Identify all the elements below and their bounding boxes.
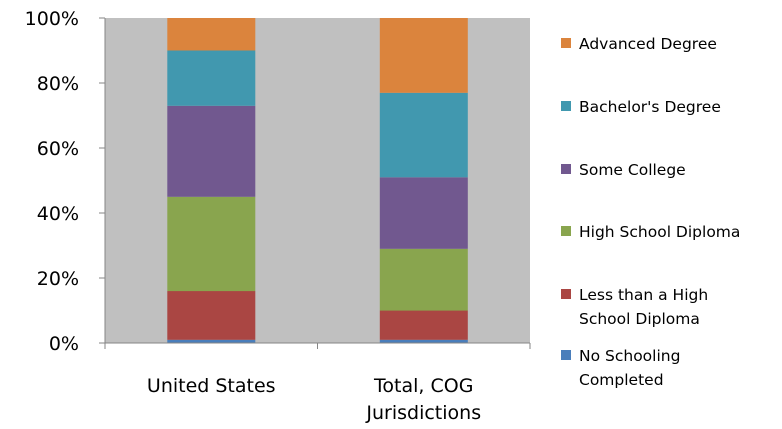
y-tick-label: 20%	[37, 268, 79, 290]
bars-group	[167, 18, 468, 344]
legend-swatch	[561, 101, 571, 111]
legend-swatch	[561, 350, 571, 360]
legend-item-no-schooling-completed: No Schooling Completed	[561, 347, 680, 389]
legend-swatch	[561, 164, 571, 174]
y-tick-labels: 0% 20% 40% 60% 80% 100%	[25, 8, 79, 355]
bar-segment-advanced-degree-1	[379, 18, 468, 93]
legend-item-bachelor-s-degree: Bachelor's Degree	[561, 98, 721, 116]
legend-label: Advanced Degree	[579, 35, 717, 53]
bar-segment-high-school-diploma-1	[379, 248, 468, 311]
legend-swatch	[561, 289, 571, 299]
bar-segment-some-college-0	[167, 105, 256, 197]
legend-label: High School Diploma	[579, 223, 740, 241]
legend-label: No Schooling Completed	[579, 347, 680, 389]
legend-label: Some College	[579, 161, 686, 179]
legend-swatch	[561, 226, 571, 236]
y-tick-label: 40%	[37, 203, 79, 225]
legend-label: Bachelor's Degree	[579, 98, 721, 116]
axes-group	[99, 17, 531, 349]
bar-segment-some-college-1	[379, 177, 468, 249]
bar-segment-less-than-a-high-school-diploma-1	[379, 310, 468, 340]
bar-segment-bachelor-s-degree-1	[379, 92, 468, 178]
legend-item-some-college: Some College	[561, 161, 686, 179]
x-category-label: Total, COG Jurisdictions	[365, 375, 481, 424]
bar-segment-no-schooling-completed-1	[379, 339, 468, 344]
y-tick-label: 100%	[25, 8, 79, 30]
y-tick-label: 60%	[37, 138, 79, 160]
y-tick-label: 0%	[49, 333, 79, 355]
legend: Advanced Degree Bachelor's Degree Some Col…	[561, 35, 740, 389]
legend-item-high-school-diploma: High School Diploma	[561, 223, 740, 241]
legend-swatch	[561, 38, 571, 48]
y-tick-label: 80%	[37, 73, 79, 95]
legend-item-advanced-degree: Advanced Degree	[561, 35, 717, 53]
bar-segment-high-school-diploma-0	[167, 196, 256, 292]
bar-segment-no-schooling-completed-0	[167, 339, 256, 344]
x-category-labels: United States Total, COG Jurisdictions	[147, 375, 481, 424]
bar-segment-bachelor-s-degree-0	[167, 50, 256, 106]
legend-item-less-than-a-high-school-diploma: Less than a High School Diploma	[561, 286, 708, 328]
x-category-label: United States	[147, 375, 276, 397]
bar-segment-advanced-degree-0	[167, 18, 256, 51]
legend-label: Less than a High School Diploma	[579, 286, 708, 328]
bar-segment-less-than-a-high-school-diploma-0	[167, 291, 256, 340]
